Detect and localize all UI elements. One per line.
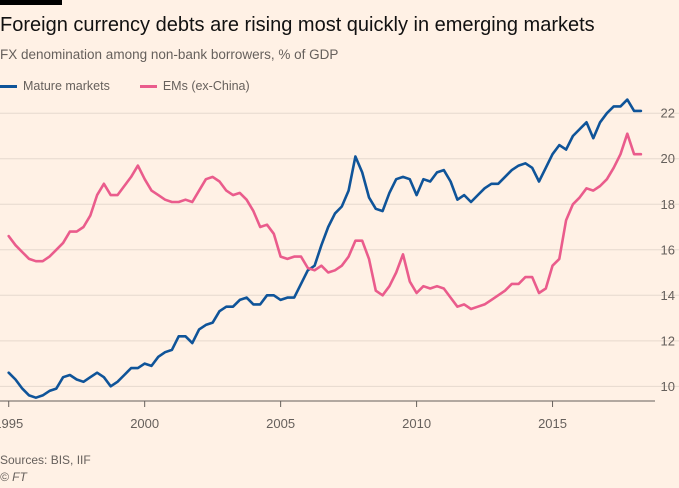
chart-title: Foreign currency debts are rising most q… xyxy=(0,14,595,36)
x-tick-label-2010: 2010 xyxy=(402,416,431,431)
x-tick-label-2005: 2005 xyxy=(266,416,295,431)
legend-swatch-mature xyxy=(0,84,17,88)
y-tick-label-18: 18 xyxy=(661,197,675,212)
y-tick-label-22: 22 xyxy=(661,106,675,121)
y-tick-label-12: 12 xyxy=(661,333,675,348)
legend-item-ems: EMs (ex-China) xyxy=(139,79,250,93)
y-tick-label-20: 20 xyxy=(661,151,675,166)
grid-lines xyxy=(0,112,679,387)
x-tick-label-1995: 1995 xyxy=(0,416,23,431)
y-tick-labels: 10 12 14 16 18 20 22 xyxy=(661,106,675,394)
x-tick-label-2000: 2000 xyxy=(130,416,159,431)
series-line-ems-ex-china xyxy=(7,132,643,311)
legend-label-ems: EMs (ex-China) xyxy=(162,79,250,93)
credit-note: © FT xyxy=(0,470,27,484)
y-tick-label-10: 10 xyxy=(661,379,675,394)
y-tick-label-16: 16 xyxy=(661,242,675,257)
source-note: Sources: BIS, IIF xyxy=(0,453,91,467)
legend-label-mature: Mature markets xyxy=(23,79,110,93)
x-tick-label-2015: 2015 xyxy=(538,416,567,431)
legend-item-mature: Mature markets xyxy=(0,79,110,93)
series-line-mature-markets xyxy=(7,98,643,400)
legend-swatch-ems xyxy=(139,84,157,88)
legend: Mature markets EMs (ex-China) xyxy=(0,79,280,93)
top-accent-bar xyxy=(0,0,62,5)
x-axis: 1995 2000 2005 2010 2015 xyxy=(0,400,655,431)
y-tick-label-14: 14 xyxy=(661,288,675,303)
series-lines xyxy=(7,98,643,400)
chart-subtitle: FX denomination among non-bank borrowers… xyxy=(0,47,339,62)
